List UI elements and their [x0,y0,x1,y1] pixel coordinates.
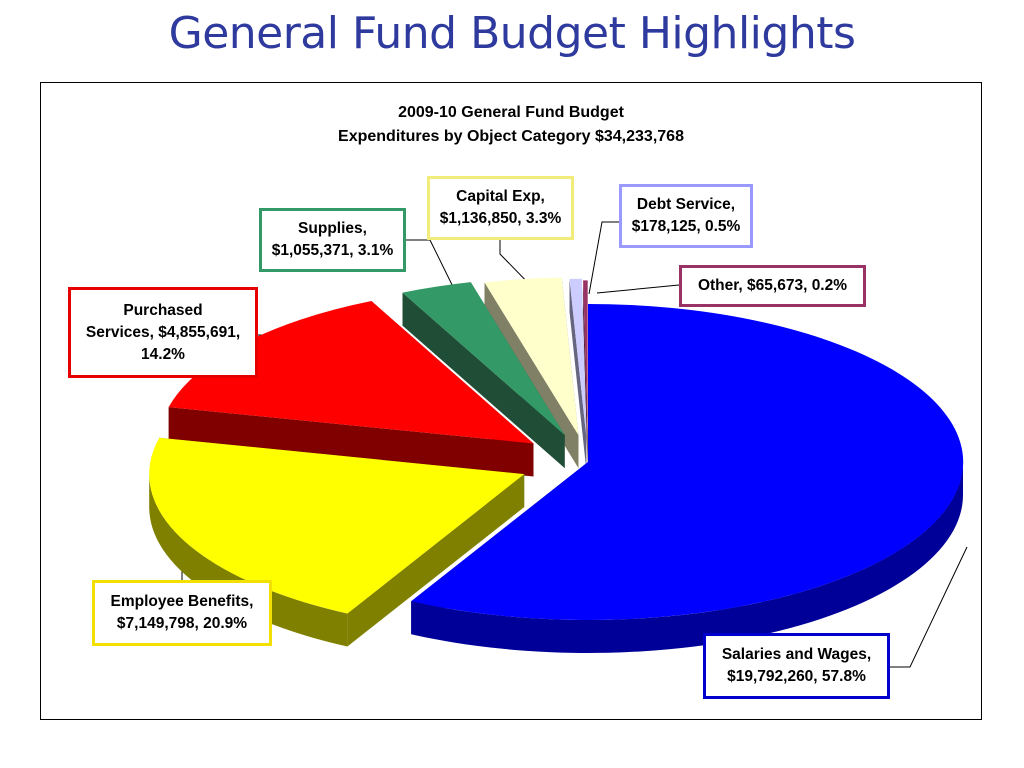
data-label-line: Debt Service, [636,196,736,213]
pie-slices [149,277,964,653]
data-label-salaries-and-wages: Salaries and Wages, $19,792,260, 57.8% [703,633,890,699]
chart-subtitle: Expenditures by Object Category $34,233,… [338,128,684,145]
pie-top-capital-exp [484,277,579,436]
pie-top-debt-service [569,278,587,437]
pie-wall-employee-benefits [149,474,348,647]
data-label-purchased-services: Purchased Services, $4,855,691, 14.2% [68,287,258,378]
data-label-other: Other, $65,673, 0.2% [679,265,866,307]
pie-side-supplies-start [402,292,565,469]
chart-title: 2009-10 General Fund Budget [398,104,624,121]
data-label-line: Capital Exp, [456,188,545,205]
data-label-line: Supplies, [298,220,367,237]
slide-title: General Fund Budget Highlights [168,8,856,59]
pie-slice-debt-service [569,278,587,470]
pie-wall-salaries-and-wages [411,462,963,653]
pie-top-purchased-services [168,301,534,444]
data-label-line: $7,149,798, 20.9% [116,615,248,632]
data-label-line: $1,055,371, 3.1% [271,242,394,259]
data-label-line: Other, $65,673, 0.2% [697,277,848,294]
pie-top-salaries-and-wages [411,304,964,620]
leader-line-salaries-and-wages [889,546,968,668]
data-label-line: $1,136,850, 3.3% [439,210,562,227]
leader-line-debt-service [588,221,619,295]
pie-top-supplies [402,282,565,436]
data-label-debt-service: Debt Service, $178,125, 0.5% [619,184,753,248]
leader-line-supplies [406,239,461,302]
pie-side-debt-service-start [569,278,587,470]
pie-top-other [583,280,588,439]
pie-side-purchased-services-start [168,407,534,477]
pie-side-other-start [583,280,588,472]
pie-slice-employee-benefits [149,437,525,647]
pie-slice-salaries-and-wages [411,304,964,653]
data-label-capital-exp: Capital Exp, $1,136,850, 3.3% [427,176,574,240]
data-label-line: Employee Benefits, [110,593,254,610]
pie-chart [149,221,968,668]
pie-slice-other [583,280,588,472]
data-label-line: $19,792,260, 57.8% [727,668,866,685]
data-label-line: 14.2% [141,345,185,363]
pie-slice-purchased-services [168,301,534,477]
data-label-line: Salaries and Wages, [721,646,872,663]
data-label-supplies: Supplies, $1,055,371, 3.1% [259,208,406,272]
pie-side-employee-benefits-start [347,474,525,647]
data-label-line: $178,125, 0.5% [631,218,741,235]
pie-top-employee-benefits [149,437,525,614]
data-label-line: Purchased [123,301,203,319]
data-label-line: Services, $4,855,691, [85,323,241,341]
data-label-employee-benefits: Employee Benefits, $7,149,798, 20.9% [92,580,272,646]
pie-slice-supplies [402,282,565,469]
leader-line-other [596,284,680,294]
